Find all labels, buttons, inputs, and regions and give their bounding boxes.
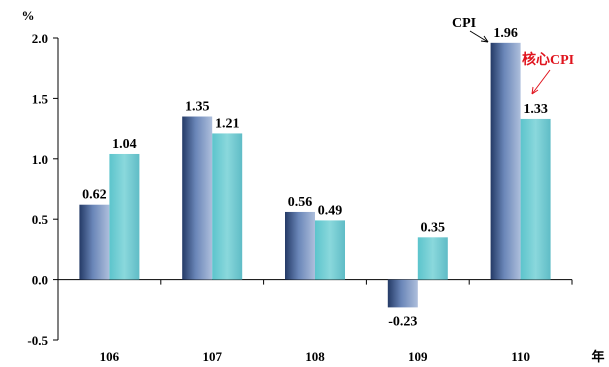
data-label-cpi-108: 0.56 (288, 195, 313, 210)
annotations: CPI 核心CPI (452, 16, 574, 95)
data-label-core-cpi-106: 1.04 (112, 137, 137, 152)
data-labels: 0.62 1.04 1.35 1.21 0.56 0.49 -0.23 0.35 1.96 1.3… (82, 26, 548, 330)
x-tick-label: 110 (511, 349, 530, 364)
x-tick-label: 109 (408, 349, 428, 364)
bar-core-cpi-106 (109, 153, 140, 280)
bar-core-cpi-108 (315, 220, 345, 280)
annotation-cpi-arrowhead (480, 35, 489, 43)
y-tick-label: 1.5 (32, 91, 49, 106)
data-label-cpi-109: -0.23 (388, 314, 417, 329)
x-tick-label: 108 (305, 349, 325, 364)
x-axis-unit-label: 年 (591, 349, 604, 364)
y-tick-label: 2.0 (32, 31, 48, 46)
bar-cpi-107 (182, 116, 213, 280)
bar-core-cpi-109 (417, 237, 448, 280)
data-label-cpi-110: 1.96 (493, 26, 518, 41)
data-label-core-cpi-109: 0.35 (421, 220, 446, 235)
bar-cpi-106 (79, 204, 110, 280)
y-tick-label: -0.5 (27, 333, 48, 348)
bar-cpi-109 (387, 279, 418, 308)
bar-core-cpi-107 (212, 133, 243, 280)
data-label-cpi-107: 1.35 (185, 100, 210, 115)
axes: 2.0 1.5 1.0 0.5 0.0 -0.5 106 107 108 109 110 (27, 31, 573, 364)
bar-cpi-110 (490, 42, 521, 280)
x-tick-label: 106 (100, 349, 120, 364)
bar-cpi-108 (285, 211, 315, 280)
annotation-core-cpi-arrowhead (531, 86, 539, 95)
y-axis-unit-label: % (22, 8, 35, 23)
data-label-cpi-106: 0.62 (82, 188, 107, 203)
bar-core-cpi-110 (520, 118, 551, 280)
y-tick-label: 0.5 (32, 212, 49, 227)
x-tick-label: 107 (202, 349, 222, 364)
y-tick-label: 1.0 (32, 152, 48, 167)
data-label-core-cpi-110: 1.33 (523, 102, 548, 117)
y-tick-label: 0.0 (32, 273, 48, 288)
annotation-core-cpi: 核心CPI (522, 51, 574, 68)
data-label-core-cpi-108: 0.49 (318, 203, 343, 218)
annotation-cpi-arrow (469, 30, 489, 43)
annotation-cpi: CPI (452, 16, 476, 31)
bars (79, 42, 551, 308)
data-label-core-cpi-107: 1.21 (215, 116, 240, 131)
annotation-core-cpi-arrow (531, 69, 551, 95)
